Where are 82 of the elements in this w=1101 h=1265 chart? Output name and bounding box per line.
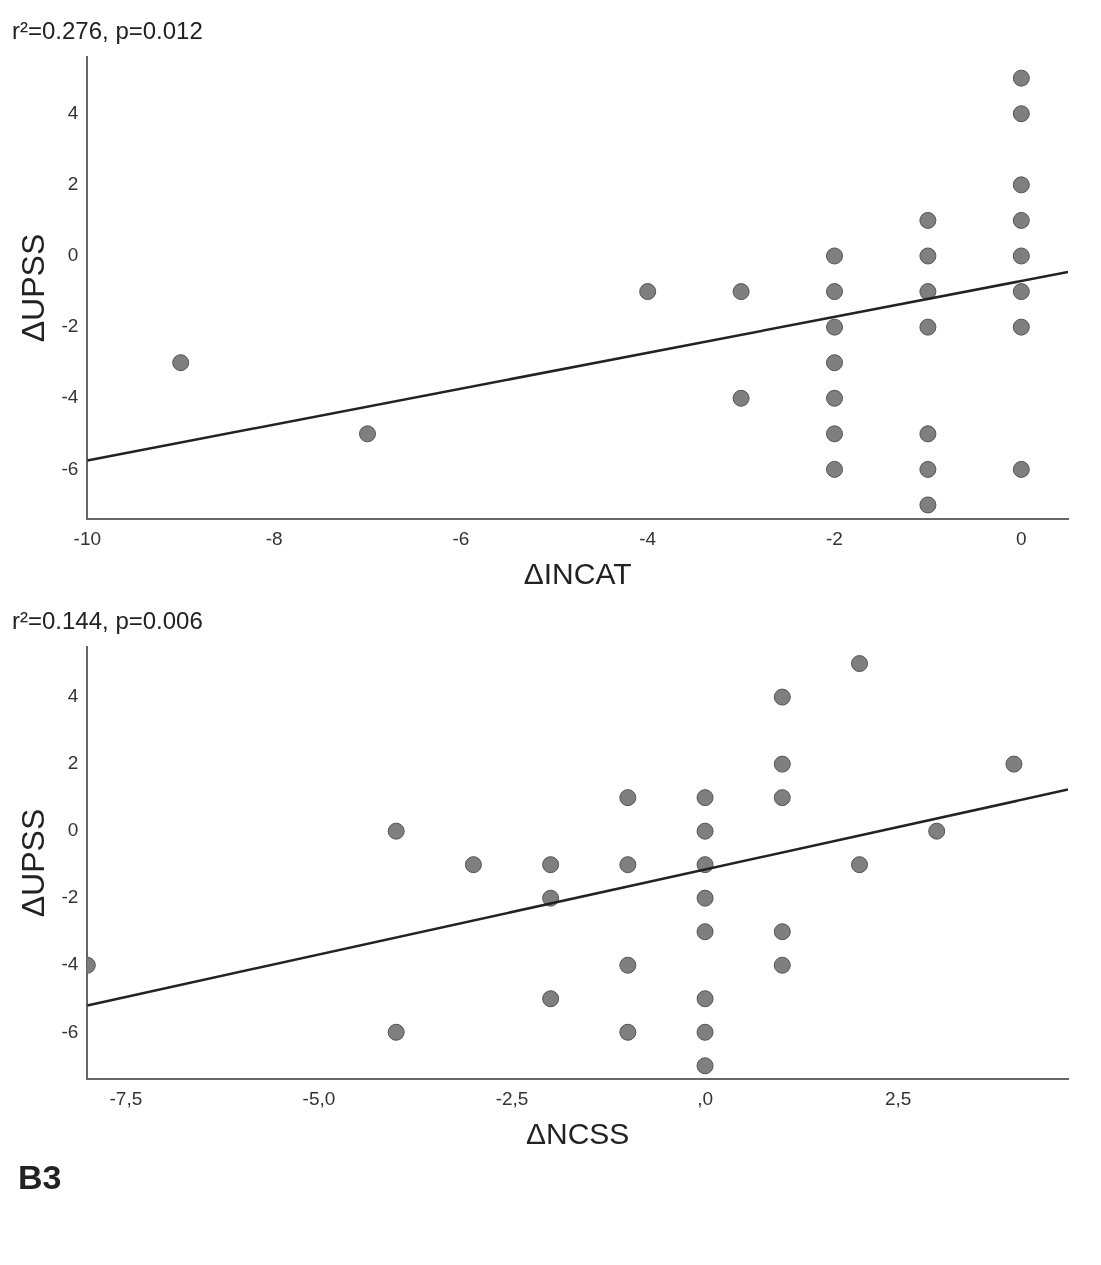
x-tick-label: -7,5 — [109, 1087, 143, 1109]
point — [696, 923, 714, 941]
point — [773, 923, 791, 941]
point — [1012, 176, 1030, 194]
point — [826, 247, 843, 265]
y-tick-label: 2 — [67, 752, 79, 774]
point — [928, 822, 946, 840]
y-tick-label: -2 — [61, 315, 79, 337]
point — [919, 247, 937, 265]
point — [919, 496, 937, 514]
y-tick-label: 2 — [67, 173, 79, 195]
point — [696, 822, 714, 840]
y-tick-label: -2 — [61, 886, 79, 908]
chart-title: r²=0.144, p=0.006 — [12, 607, 203, 635]
x-tick-label: -4 — [639, 527, 657, 549]
point — [1012, 283, 1030, 301]
point — [826, 354, 843, 372]
y-tick-label: -6 — [61, 457, 79, 479]
y-axis-title: ΔUPSS — [15, 808, 52, 918]
y-tick-label: 0 — [67, 244, 79, 266]
point — [826, 283, 843, 301]
x-tick-label: ,0 — [697, 1087, 713, 1109]
point — [387, 822, 405, 840]
x-tick-label: -6 — [452, 527, 470, 549]
y-tick-label: 4 — [67, 685, 79, 707]
point — [696, 889, 714, 907]
point — [1012, 105, 1030, 123]
point — [696, 789, 714, 807]
point — [639, 283, 657, 301]
point — [826, 318, 843, 336]
y-tick-label: -4 — [61, 386, 79, 408]
point — [696, 1023, 714, 1041]
x-tick-label: 2,5 — [884, 1087, 912, 1109]
y-tick-label: 0 — [67, 819, 79, 841]
point — [619, 956, 637, 974]
point — [696, 990, 714, 1008]
point — [1012, 318, 1030, 336]
point — [851, 856, 868, 874]
chart-title: r²=0.276, p=0.012 — [12, 17, 203, 45]
x-axis-title: ΔINCAT — [523, 557, 632, 591]
point — [919, 318, 937, 336]
point — [619, 1023, 637, 1041]
x-tick-label: -2 — [826, 527, 843, 549]
x-tick-label: -10 — [73, 527, 102, 549]
point — [919, 211, 937, 229]
point — [826, 389, 843, 407]
point — [826, 460, 843, 478]
point — [851, 655, 868, 673]
x-tick-label: 0 — [1016, 527, 1027, 549]
point — [1012, 211, 1030, 229]
point — [542, 990, 560, 1008]
point — [542, 856, 560, 874]
point — [1005, 755, 1023, 773]
point — [919, 460, 937, 478]
point — [1012, 460, 1030, 478]
y-axis-title: ΔUPSS — [15, 233, 52, 343]
x-tick-label: -2,5 — [495, 1087, 529, 1109]
point — [773, 688, 791, 706]
point — [773, 755, 791, 773]
text: B3 — [18, 1158, 63, 1197]
point — [732, 389, 750, 407]
point — [619, 856, 637, 874]
point — [919, 425, 937, 443]
point — [732, 283, 750, 301]
point — [619, 789, 637, 807]
y-tick-label: -4 — [61, 953, 79, 975]
x-tick-label: -8 — [265, 527, 283, 549]
point — [919, 283, 937, 301]
point — [387, 1023, 405, 1041]
point — [172, 354, 190, 372]
x-tick-label: -5,0 — [302, 1087, 336, 1109]
y-tick-label: -6 — [61, 1020, 79, 1042]
x-axis-title: ΔNCSS — [525, 1117, 630, 1151]
y-tick-label: 4 — [67, 101, 79, 123]
point — [826, 425, 843, 443]
point — [1012, 69, 1030, 87]
point — [1012, 247, 1030, 265]
point — [773, 956, 791, 974]
point — [773, 789, 791, 807]
point — [359, 425, 376, 443]
point — [464, 856, 482, 874]
point — [696, 1057, 714, 1075]
